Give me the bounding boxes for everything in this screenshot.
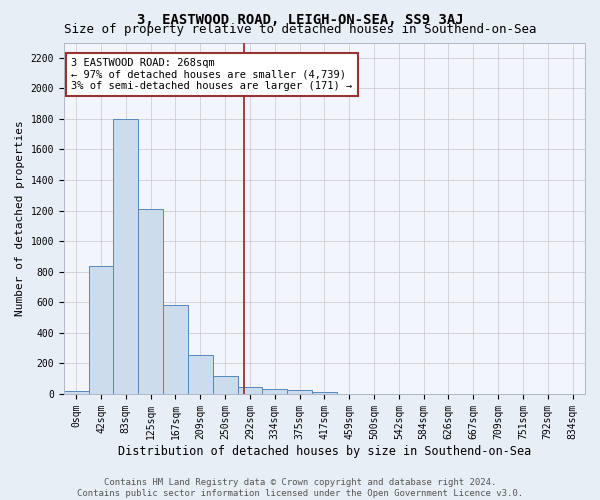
Bar <box>64 391 89 394</box>
Bar <box>89 266 113 394</box>
Text: Size of property relative to detached houses in Southend-on-Sea: Size of property relative to detached ho… <box>64 22 536 36</box>
Bar <box>262 388 287 394</box>
Bar <box>113 119 138 394</box>
X-axis label: Distribution of detached houses by size in Southend-on-Sea: Distribution of detached houses by size … <box>118 444 531 458</box>
Bar <box>312 392 337 394</box>
Y-axis label: Number of detached properties: Number of detached properties <box>15 120 25 316</box>
Bar <box>287 390 312 394</box>
Text: 3, EASTWOOD ROAD, LEIGH-ON-SEA, SS9 3AJ: 3, EASTWOOD ROAD, LEIGH-ON-SEA, SS9 3AJ <box>137 12 463 26</box>
Bar <box>238 387 262 394</box>
Bar <box>163 306 188 394</box>
Text: Contains HM Land Registry data © Crown copyright and database right 2024.
Contai: Contains HM Land Registry data © Crown c… <box>77 478 523 498</box>
Bar <box>212 376 238 394</box>
Bar <box>138 209 163 394</box>
Text: 3 EASTWOOD ROAD: 268sqm
← 97% of detached houses are smaller (4,739)
3% of semi-: 3 EASTWOOD ROAD: 268sqm ← 97% of detache… <box>71 58 352 91</box>
Bar <box>188 355 212 394</box>
